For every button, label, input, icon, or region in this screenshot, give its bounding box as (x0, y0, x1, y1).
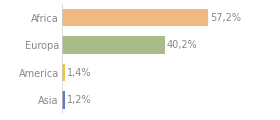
Text: 40,2%: 40,2% (167, 40, 198, 50)
Text: 1,2%: 1,2% (67, 95, 91, 105)
Bar (62, 9, 208, 27)
Text: 57,2%: 57,2% (211, 13, 241, 23)
Bar (62, 91, 65, 109)
Bar (62, 64, 65, 81)
Bar (62, 36, 165, 54)
Text: 1,4%: 1,4% (67, 68, 92, 78)
